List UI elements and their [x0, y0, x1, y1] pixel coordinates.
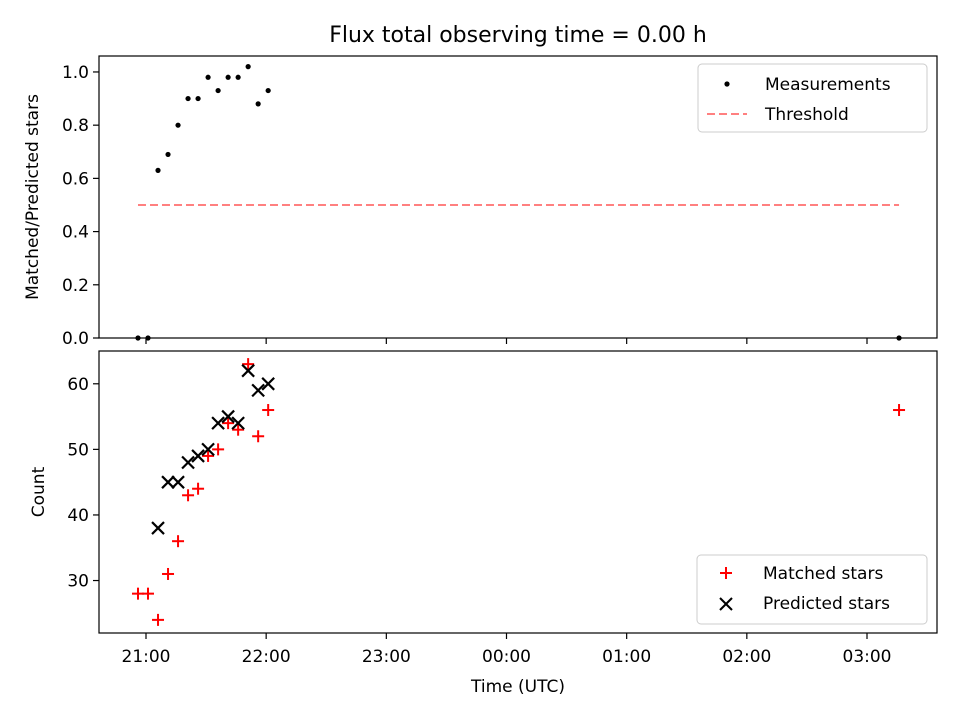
- matched-star-point: [222, 417, 235, 430]
- chart-title: Flux total observing time = 0.00 h: [329, 23, 707, 48]
- predicted-star-point: [191, 449, 205, 463]
- predicted-star-stroke: [261, 377, 275, 391]
- matched-star-point: [893, 404, 906, 417]
- ratio-panel: 0.0 0.2 0.4 0.6 0.8 1.0 Matched/Predicted sta…: [23, 55, 938, 349]
- legend-predicted-marker: [719, 597, 733, 611]
- ytick-label: 0.2: [62, 276, 89, 296]
- ytick-label: 0.8: [62, 116, 89, 136]
- legend-matched-label: Matched stars: [763, 564, 883, 584]
- matched-star-point: [252, 430, 265, 443]
- matched-star-point: [182, 489, 195, 502]
- count-panel: 30 40 50 60 21:00 22:00 23:00 00:00 01:00 02:00 03…: [29, 350, 938, 697]
- measurement-point: [205, 74, 211, 80]
- matched-star-point: [162, 567, 175, 580]
- xtick-label: 22:00: [242, 647, 291, 667]
- measurement-point: [185, 95, 191, 102]
- measurement-point: [265, 87, 271, 94]
- predicted-star-point: [251, 383, 265, 398]
- xtick-label: 03:00: [843, 647, 892, 667]
- legend-measurements-label: Measurements: [765, 75, 891, 95]
- predicted-star-stroke: [231, 416, 245, 430]
- predicted-star-stroke: [151, 521, 165, 535]
- ratio-legend: Measurements Threshold: [697, 63, 928, 133]
- ytick-label: 50: [67, 440, 89, 460]
- predicted-star-point: [181, 455, 195, 470]
- predicted-star-stroke: [191, 449, 205, 463]
- ratio-plot-area: [98, 55, 938, 339]
- ratio-legend-box: [697, 63, 928, 133]
- xtick-label: 01:00: [602, 647, 651, 667]
- measurement-point: [896, 335, 902, 341]
- matched-star-point: [212, 443, 225, 456]
- xtick-label: 23:00: [362, 647, 411, 667]
- matched-star-point: [262, 404, 275, 417]
- legend-matched-marker: [720, 567, 732, 579]
- matched-star-point: [131, 587, 144, 600]
- matched-star-point: [192, 482, 205, 495]
- xtick-label: 00:00: [482, 647, 531, 667]
- predicted-star-stroke: [251, 383, 265, 398]
- predicted-star-point: [171, 475, 185, 489]
- measurement-point: [155, 167, 161, 173]
- measurement-point: [255, 101, 261, 107]
- ytick-label: 40: [67, 506, 89, 526]
- measurement-point: [215, 87, 221, 94]
- ytick-label: 0.6: [62, 169, 89, 189]
- measurement-point: [145, 335, 151, 341]
- xtick-label: 02:00: [722, 647, 771, 667]
- predicted-star-stroke: [161, 475, 175, 489]
- predicted-star-stroke: [201, 442, 215, 457]
- matched-star-point: [152, 613, 165, 626]
- predicted-star-point: [231, 416, 245, 430]
- ytick-label: 0.4: [62, 223, 89, 243]
- predicted-star-point: [201, 442, 215, 457]
- predicted-star-point: [211, 416, 225, 430]
- measurement-point: [165, 151, 171, 158]
- ytick-label: 30: [67, 572, 89, 592]
- predicted-star-point: [161, 475, 175, 489]
- predicted-star-point: [221, 409, 235, 424]
- measurement-point: [175, 122, 181, 128]
- matched-star-point: [202, 449, 215, 462]
- predicted-star-stroke: [171, 475, 185, 489]
- measurement-point: [135, 335, 141, 341]
- predicted-star-point: [151, 521, 165, 535]
- count-plot-area: [98, 350, 938, 634]
- predicted-star-point: [261, 377, 275, 391]
- xtick-label: 21:00: [122, 647, 171, 667]
- count-xlabel: Time (UTC): [470, 677, 565, 697]
- measurement-point: [195, 95, 201, 102]
- ytick-label: 60: [67, 375, 89, 395]
- legend-measurements-marker: [724, 81, 730, 87]
- matched-star-point: [232, 423, 245, 436]
- ytick-label: 0.0: [62, 329, 89, 349]
- predicted-star-point: [241, 363, 255, 378]
- count-legend-box: [696, 554, 928, 625]
- measurement-point: [225, 74, 231, 80]
- ytick-label: 1.0: [62, 63, 89, 83]
- count-ylabel: Count: [29, 466, 49, 517]
- matched-star-point: [142, 587, 155, 600]
- count-legend: Matched stars Predicted stars: [696, 554, 928, 625]
- legend-threshold-label: Threshold: [764, 105, 849, 125]
- measurement-point: [235, 74, 241, 80]
- predicted-star-stroke: [181, 455, 195, 470]
- legend-predicted-label: Predicted stars: [763, 594, 890, 614]
- matched-star-point: [242, 358, 255, 371]
- ratio-ylabel: Matched/Predicted stars: [23, 94, 43, 300]
- measurement-point: [245, 64, 251, 70]
- predicted-star-stroke: [211, 416, 225, 430]
- predicted-star-stroke: [241, 363, 255, 378]
- matched-star-point: [172, 535, 185, 548]
- predicted-star-stroke: [221, 409, 235, 424]
